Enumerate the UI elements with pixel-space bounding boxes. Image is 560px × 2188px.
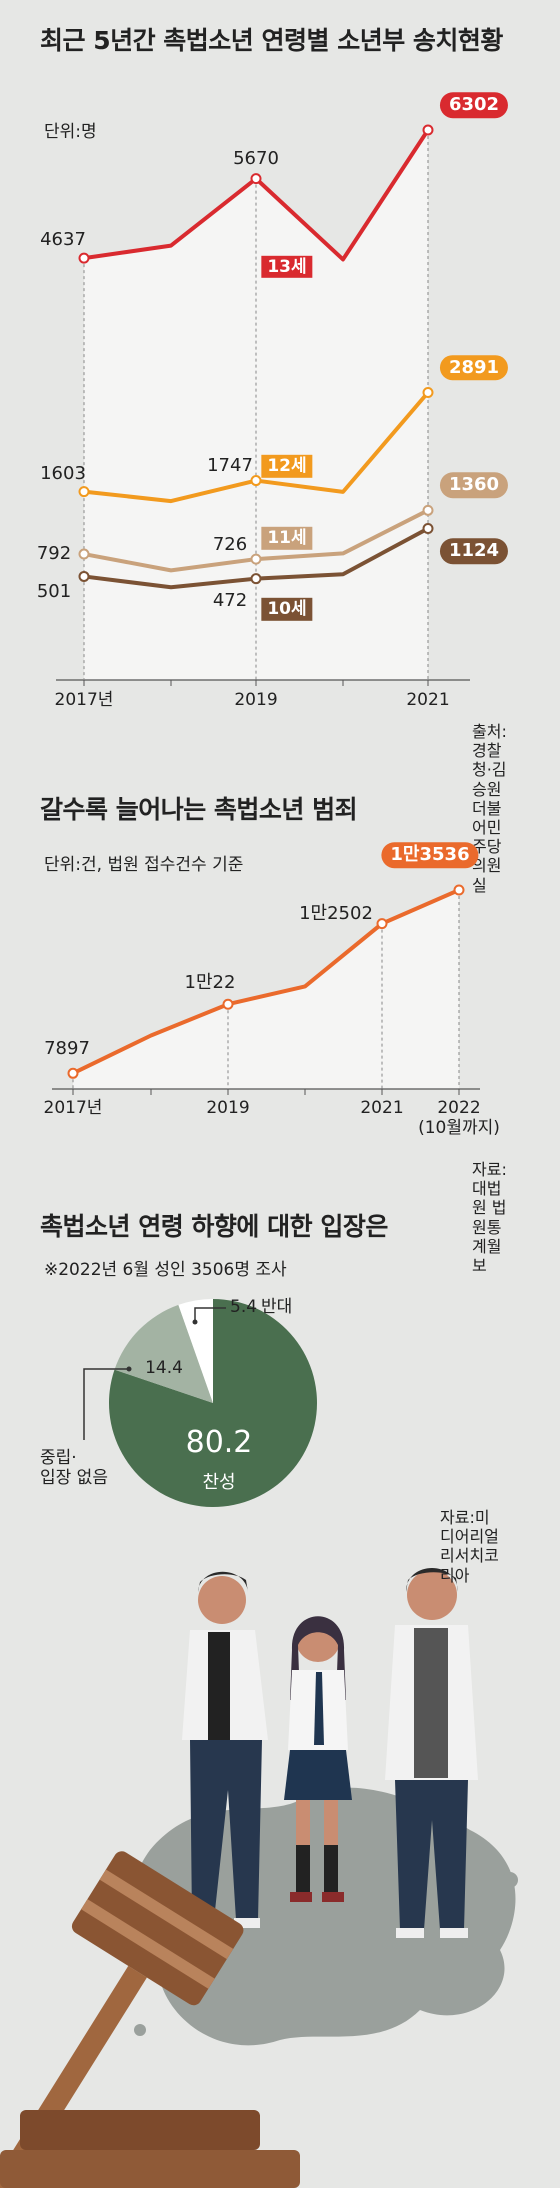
- figure-shoe: [290, 1892, 312, 1902]
- data-point: [250, 475, 262, 487]
- x-tick-label: 2019: [206, 1098, 250, 1118]
- figure-shoe: [234, 1918, 260, 1928]
- figure-tee: [208, 1632, 230, 1742]
- unit-label: 단위:건, 법원 접수건수 기준: [44, 855, 244, 875]
- series-name: 12세: [261, 455, 313, 478]
- data-point: [67, 1067, 79, 1079]
- data-label: 80.2: [185, 1425, 253, 1460]
- data-label: 14.4: [145, 1357, 183, 1378]
- data-label: 1만22: [184, 972, 236, 994]
- source-label: 자료:대법원 법원통계월보: [472, 1160, 507, 1275]
- data-point: [78, 570, 90, 582]
- data-label: 726: [212, 534, 248, 556]
- data-point: [422, 124, 434, 136]
- slice-label: 반대: [261, 1297, 293, 1317]
- data-label: 792: [36, 543, 72, 565]
- plot-panel: [84, 130, 428, 680]
- data-label: 472: [212, 589, 248, 611]
- chart-title: 최근 5년간 촉법소년 연령별 소년부 송치현황: [40, 26, 503, 55]
- figure-hair: [406, 1568, 458, 1592]
- data-point: [376, 918, 388, 930]
- leader-dot: [192, 1319, 198, 1325]
- x-tick-label: 2019: [234, 690, 278, 710]
- gavel-band: [99, 1869, 234, 1960]
- data-point: [250, 573, 262, 585]
- figure-skirt: [284, 1750, 352, 1800]
- chart-subtitle: ※2022년 6월 성인 3506명 조사: [44, 1260, 287, 1280]
- splash-drop: [134, 2024, 146, 2036]
- leader-dot: [126, 1366, 132, 1372]
- pie-slice: [114, 1304, 213, 1403]
- unit-label: 단위:명: [44, 122, 97, 142]
- splash-drop: [502, 1872, 518, 1888]
- data-label: 1만2502: [299, 902, 373, 924]
- series-name: 10세: [261, 598, 313, 621]
- data-label: 5670: [233, 147, 279, 169]
- figure-sock: [296, 1845, 310, 1895]
- data-label: 1124: [439, 538, 509, 565]
- data-point: [78, 548, 90, 560]
- chart-title: 촉법소년 연령 하향에 대한 입장은: [40, 1212, 388, 1241]
- series-name: 13세: [261, 255, 313, 279]
- x-tick-label: 2021: [406, 690, 450, 710]
- series-line: [72, 888, 460, 1076]
- data-label: 4637: [40, 229, 86, 251]
- data-point: [222, 998, 234, 1010]
- leader-line: [194, 1307, 226, 1322]
- figure-sock: [324, 1845, 338, 1895]
- data-label: 1360: [439, 472, 509, 499]
- data-label: 5.4: [230, 1297, 258, 1317]
- source-label: 출처:경찰청·김승원 더불어민주당 의원실: [472, 722, 507, 895]
- x-tick-label: 2022 (10월까지): [418, 1098, 500, 1139]
- data-label: 2891: [439, 354, 509, 381]
- source-label: 자료:미디어리얼리서치코리아: [440, 1508, 499, 1585]
- data-point: [422, 387, 434, 399]
- figure-pants: [190, 1740, 262, 1920]
- data-point: [453, 884, 465, 896]
- slice-label: 중립· 입장 없음: [40, 1448, 108, 1489]
- data-point: [250, 173, 262, 185]
- gavel-head: [71, 1851, 244, 2006]
- illustration: [0, 1568, 518, 2188]
- x-tick-label: 2017년: [54, 690, 114, 710]
- data-point: [422, 522, 434, 534]
- data-label: 1747: [207, 454, 253, 476]
- leader-line: [83, 1368, 129, 1440]
- data-point: [422, 504, 434, 516]
- figure-head: [198, 1576, 246, 1624]
- figure-shoe: [322, 1892, 344, 1902]
- data-point: [250, 553, 262, 565]
- pie-slice: [178, 1299, 213, 1403]
- figure-tee: [414, 1628, 448, 1778]
- data-label: 6302: [439, 92, 509, 118]
- gavel-base: [20, 2110, 260, 2150]
- data-point: [78, 252, 90, 264]
- figure-tie: [314, 1672, 324, 1745]
- series-name: 11세: [261, 527, 313, 550]
- slice-label: 찬성: [202, 1472, 236, 1494]
- gavel-base: [0, 2150, 300, 2188]
- figure-pants: [395, 1780, 468, 1930]
- x-tick-label: 2017년: [43, 1098, 103, 1118]
- plot-panel: [73, 890, 459, 1089]
- data-label: 1만3536: [381, 842, 479, 868]
- figure-shoe: [440, 1928, 468, 1938]
- gavel-band: [81, 1899, 215, 1989]
- figure-head: [407, 1570, 457, 1620]
- chart-title: 갈수록 늘어나는 촉법소년 범죄: [40, 795, 358, 824]
- figure-shoe: [396, 1928, 424, 1938]
- data-label: 1603: [40, 462, 86, 484]
- figure-hair: [290, 1616, 346, 1700]
- data-label: 7897: [44, 1038, 90, 1060]
- data-label: 501: [36, 581, 72, 603]
- x-tick-label: 2021: [360, 1098, 404, 1118]
- data-point: [78, 486, 90, 498]
